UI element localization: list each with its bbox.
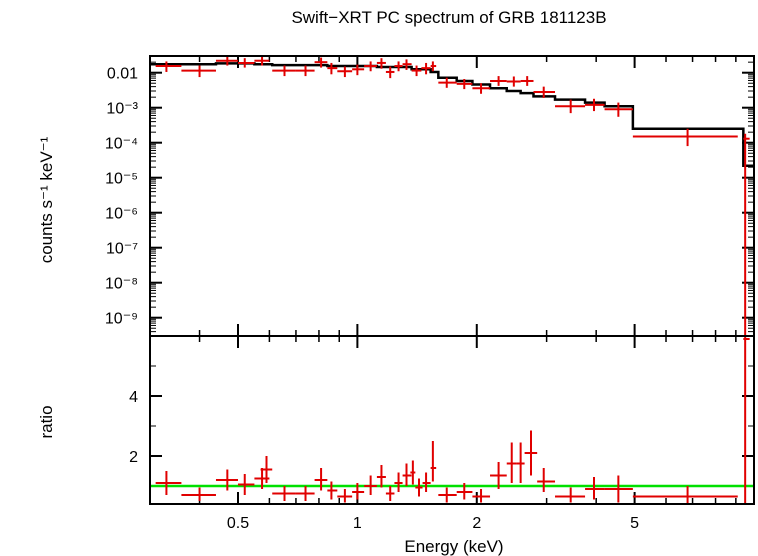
y-tick-label: 10⁻³ <box>106 101 138 118</box>
bottom-panel: 0.5 1 2 5 2 4 <box>129 336 754 532</box>
top-y-axis-label: counts s⁻¹ keV⁻¹ <box>37 136 56 263</box>
x-tick-label: 2 <box>472 515 481 532</box>
top-panel: 0.01 10⁻³ 10⁻⁴ 10⁻⁵ 10⁻⁶ 10⁻⁷ 10⁻⁸ 10⁻⁹ <box>105 55 754 337</box>
y-tick-label: 10⁻⁴ <box>105 136 138 153</box>
plot-frame-top <box>149 55 755 337</box>
y-tick-label: 0.01 <box>107 66 138 83</box>
x-tick-label: 1 <box>353 515 362 532</box>
model-step-line <box>150 62 754 167</box>
x-tick-label: 0.5 <box>227 515 249 532</box>
y-tick-label: 10⁻⁹ <box>105 311 138 328</box>
y-tick-label: 10⁻⁸ <box>105 276 138 293</box>
y-tick-label: 10⁻⁷ <box>106 241 138 258</box>
bottom-y-axis-label: ratio <box>37 405 56 438</box>
y-tick-label: 10⁻⁵ <box>105 171 138 188</box>
x-tick-label: 5 <box>630 515 639 532</box>
y-tick-label: 10⁻⁶ <box>105 206 138 223</box>
y-tick-label: 4 <box>129 389 138 406</box>
x-axis-label: Energy (keV) <box>404 537 503 556</box>
chart-title: Swift−XRT PC spectrum of GRB 181123B <box>291 8 606 27</box>
y-tick-label: 2 <box>129 449 138 466</box>
plot-frame-bottom <box>149 335 755 505</box>
